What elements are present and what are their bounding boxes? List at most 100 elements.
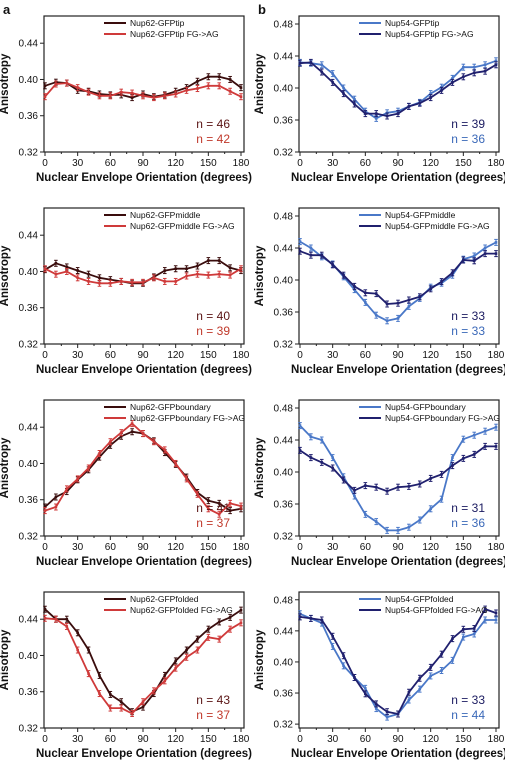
x-tick-label: 30 — [327, 734, 339, 745]
data-point — [342, 92, 345, 95]
data-point — [43, 267, 47, 271]
x-tick-label: 120 — [167, 734, 184, 745]
data-point — [494, 59, 498, 63]
data-point — [54, 617, 58, 621]
data-point — [152, 96, 156, 99]
data-point — [228, 266, 232, 270]
y-tick-label: 0.40 — [19, 75, 39, 86]
data-point — [385, 529, 389, 532]
chart-5: 0 30 60 90 120 150 180 0.32 0.36 0.40 0.44 Nuclear … — [0, 399, 252, 568]
y-tick-label: 0.48 — [274, 404, 294, 415]
data-point — [364, 301, 367, 304]
x-tick-label: 120 — [422, 350, 439, 361]
data-point — [396, 317, 400, 320]
data-point — [196, 87, 199, 90]
data-point — [76, 276, 79, 280]
data-point — [239, 267, 243, 271]
sample-size-label: n = 46 — [196, 117, 230, 131]
y-tick-label: 0.44 — [274, 52, 294, 63]
data-point — [98, 674, 101, 677]
data-point — [472, 453, 476, 456]
data-point — [494, 241, 498, 244]
data-point — [385, 489, 389, 493]
data-point — [239, 608, 243, 612]
y-tick-label: 0.36 — [19, 303, 39, 314]
x-tick-label: 150 — [455, 734, 472, 745]
data-point — [109, 94, 112, 98]
legend-label: Nup62-GFPmiddle — [130, 210, 201, 220]
data-point — [451, 659, 454, 662]
x-tick-label: 180 — [488, 158, 505, 169]
data-point — [320, 253, 324, 257]
y-tick-label: 0.36 — [274, 116, 294, 127]
data-point — [196, 492, 199, 496]
legend-label: Nup54-GFPfolded FG->AG — [385, 605, 488, 615]
y-tick-label: 0.36 — [19, 687, 39, 698]
data-point — [174, 666, 177, 670]
y-tick-label: 0.44 — [19, 423, 39, 434]
sample-size-label: n = 33 — [451, 693, 485, 707]
data-point — [320, 618, 324, 622]
data-point — [429, 666, 432, 669]
x-tick-label: 150 — [455, 158, 472, 169]
x-axis-title: Nuclear Envelope Orientation (degrees) — [36, 172, 252, 184]
data-point — [174, 280, 177, 283]
data-point — [98, 276, 101, 280]
y-tick-label: 0.36 — [274, 689, 294, 700]
data-point — [494, 252, 498, 255]
data-point — [207, 499, 210, 502]
data-point — [76, 269, 79, 272]
data-point — [451, 637, 454, 640]
x-tick-label: 120 — [167, 350, 184, 361]
data-point — [331, 81, 334, 84]
y-tick-label: 0.44 — [274, 626, 294, 637]
y-tick-label: 0.32 — [274, 532, 294, 543]
data-point — [196, 272, 199, 276]
data-point — [374, 702, 378, 706]
data-point — [385, 710, 389, 713]
data-point — [163, 448, 167, 452]
panel-letter-a: a — [3, 2, 11, 17]
data-point — [298, 615, 302, 619]
data-point — [207, 259, 210, 262]
legend-label: Nup54-GFPfolded — [385, 594, 454, 604]
x-tick-label: 60 — [105, 158, 117, 169]
data-point — [407, 485, 411, 488]
data-point — [385, 715, 389, 719]
x-tick-label: 180 — [233, 734, 250, 745]
data-point — [451, 464, 454, 467]
data-point — [353, 285, 356, 288]
y-tick-label: 0.44 — [19, 231, 39, 242]
legend-label: Nup62-GFPtip FG->AG — [130, 29, 219, 39]
x-axis-title: Nuclear Envelope Orientation (degrees) — [36, 556, 252, 568]
series-line-1 — [44, 430, 242, 512]
sample-size-label: n = 44 — [451, 708, 485, 722]
data-point — [494, 611, 498, 615]
data-point — [407, 690, 411, 694]
plot-frame — [298, 207, 500, 345]
data-point — [320, 461, 324, 464]
x-tick-label: 180 — [488, 350, 505, 361]
x-tick-label: 120 — [422, 734, 439, 745]
y-tick-label: 0.44 — [19, 39, 39, 50]
data-point — [65, 265, 69, 269]
data-point — [483, 429, 487, 433]
y-tick-label: 0.32 — [274, 148, 294, 159]
data-point — [141, 94, 145, 98]
x-tick-label: 90 — [392, 350, 404, 361]
data-point — [309, 456, 313, 459]
y-tick-label: 0.48 — [274, 595, 294, 606]
data-point — [98, 452, 101, 455]
data-point — [130, 96, 134, 99]
data-point — [65, 617, 69, 621]
x-tick-label: 60 — [360, 542, 372, 553]
data-point — [353, 102, 356, 106]
data-point — [451, 77, 454, 80]
data-point — [462, 65, 465, 69]
data-point — [174, 92, 177, 96]
data-point — [43, 607, 47, 611]
x-tick-label: 30 — [72, 734, 84, 745]
x-tick-label: 180 — [233, 158, 250, 169]
data-point — [141, 432, 145, 435]
data-point — [174, 462, 177, 465]
